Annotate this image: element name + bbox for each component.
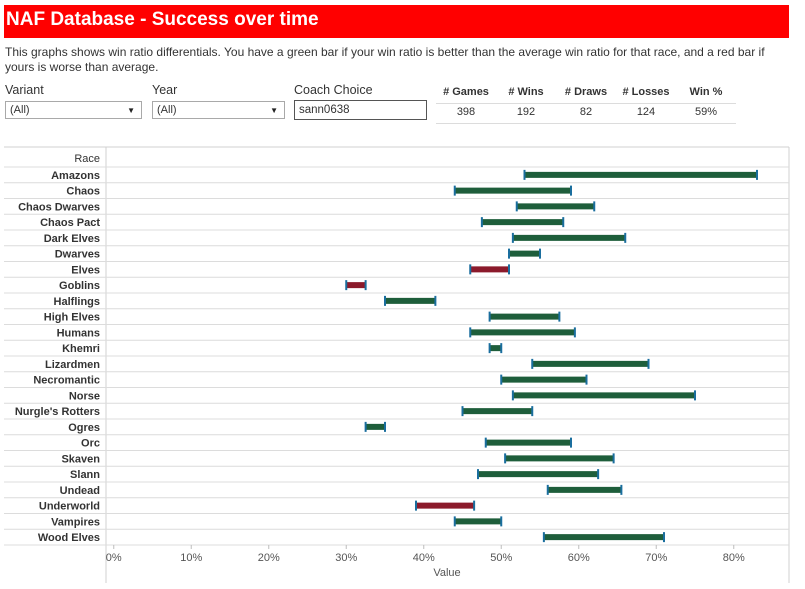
race-label: Chaos Dwarves xyxy=(18,201,100,213)
description-text: This graphs shows win ratio differential… xyxy=(5,45,765,74)
bar-better xyxy=(489,345,502,352)
bar-better xyxy=(547,486,622,493)
race-label: Dwarves xyxy=(55,249,100,261)
stat-value-win-pct: 59% xyxy=(694,106,718,118)
race-label: Halflings xyxy=(54,296,100,308)
x-tick-label: 70% xyxy=(645,552,667,564)
x-axis-title: Value xyxy=(433,567,460,579)
variant-select[interactable]: (All) ▼ xyxy=(5,101,142,119)
stat-header-games: # Games xyxy=(443,86,489,98)
race-label: Slann xyxy=(70,469,100,481)
x-tick-label: 10% xyxy=(180,552,202,564)
race-label: Humans xyxy=(57,327,100,339)
race-label: High Elves xyxy=(44,312,100,324)
bar-better xyxy=(470,329,575,336)
race-label: Lizardmen xyxy=(45,359,100,371)
chevron-down-icon: ▼ xyxy=(127,106,135,115)
stat-value-losses: 124 xyxy=(636,106,656,118)
coach-input[interactable]: sann0638 xyxy=(294,100,427,120)
x-tick-label: 30% xyxy=(335,552,357,564)
bar-better xyxy=(505,455,614,462)
bar-worse xyxy=(346,282,366,289)
bar-worse xyxy=(416,502,475,509)
race-label: Amazons xyxy=(51,170,100,182)
bar-better xyxy=(512,234,626,241)
stat-value-games: 398 xyxy=(456,106,476,118)
bar-better xyxy=(365,423,385,430)
bar-better xyxy=(512,392,695,399)
x-tick-label: 50% xyxy=(490,552,512,564)
x-tick-label: 60% xyxy=(568,552,590,564)
header-bar: NAF Database - Success over time xyxy=(4,5,789,38)
stat-header-win-pct: Win % xyxy=(689,86,723,98)
race-label: Chaos xyxy=(66,186,100,198)
x-tick-label: 40% xyxy=(413,552,435,564)
chevron-down-icon: ▼ xyxy=(270,106,278,115)
bar-better xyxy=(501,376,587,383)
race-label: Norse xyxy=(69,390,100,402)
race-label: Underworld xyxy=(39,501,100,513)
race-label: Wood Elves xyxy=(38,532,100,544)
row-header: Race xyxy=(74,153,100,165)
variant-value: (All) xyxy=(10,104,30,116)
stat-header-draws: # Draws xyxy=(564,86,608,98)
bar-better xyxy=(481,219,564,226)
bar-better xyxy=(462,408,533,415)
bar-better xyxy=(485,439,571,446)
bar-worse xyxy=(470,266,509,273)
bar-better xyxy=(489,313,560,320)
race-label: Khemri xyxy=(62,343,100,355)
bar-better xyxy=(543,534,664,541)
x-tick-label: 80% xyxy=(723,552,745,564)
coach-label: Coach Choice xyxy=(294,83,373,97)
race-label: Chaos Pact xyxy=(40,217,100,229)
race-label: Nurgle's Rotters xyxy=(15,406,100,418)
bar-better xyxy=(478,471,599,478)
race-label: Goblins xyxy=(59,280,100,292)
race-label: Dark Elves xyxy=(44,233,100,245)
bar-better xyxy=(454,187,571,194)
page-title: NAF Database - Success over time xyxy=(6,9,319,30)
stat-value-draws: 82 xyxy=(579,106,593,118)
bar-better xyxy=(385,297,436,304)
bar-better xyxy=(509,250,540,257)
year-label: Year xyxy=(152,83,178,97)
stat-header-wins: # Wins xyxy=(508,86,544,98)
race-label: Necromantic xyxy=(33,375,100,387)
stats-table: # Games # Wins # Draws # Losses Win % 39… xyxy=(436,84,736,124)
stat-header-losses: # Losses xyxy=(622,86,670,98)
bar-better xyxy=(524,171,757,178)
variant-label: Variant xyxy=(5,83,44,97)
race-label: Vampires xyxy=(51,516,100,528)
race-label: Ogres xyxy=(68,422,100,434)
race-label: Undead xyxy=(60,485,100,497)
bar-better xyxy=(454,518,502,525)
year-value: (All) xyxy=(157,104,177,116)
bar-better xyxy=(532,360,649,367)
race-label: Orc xyxy=(81,438,100,450)
race-label: Skaven xyxy=(61,453,100,465)
bar-better xyxy=(516,203,595,210)
stat-value-wins: 192 xyxy=(516,106,536,118)
race-label: Elves xyxy=(71,264,100,276)
x-tick-label: 20% xyxy=(258,552,280,564)
year-select[interactable]: (All) ▼ xyxy=(152,101,285,119)
x-tick-label: 0% xyxy=(106,552,122,564)
